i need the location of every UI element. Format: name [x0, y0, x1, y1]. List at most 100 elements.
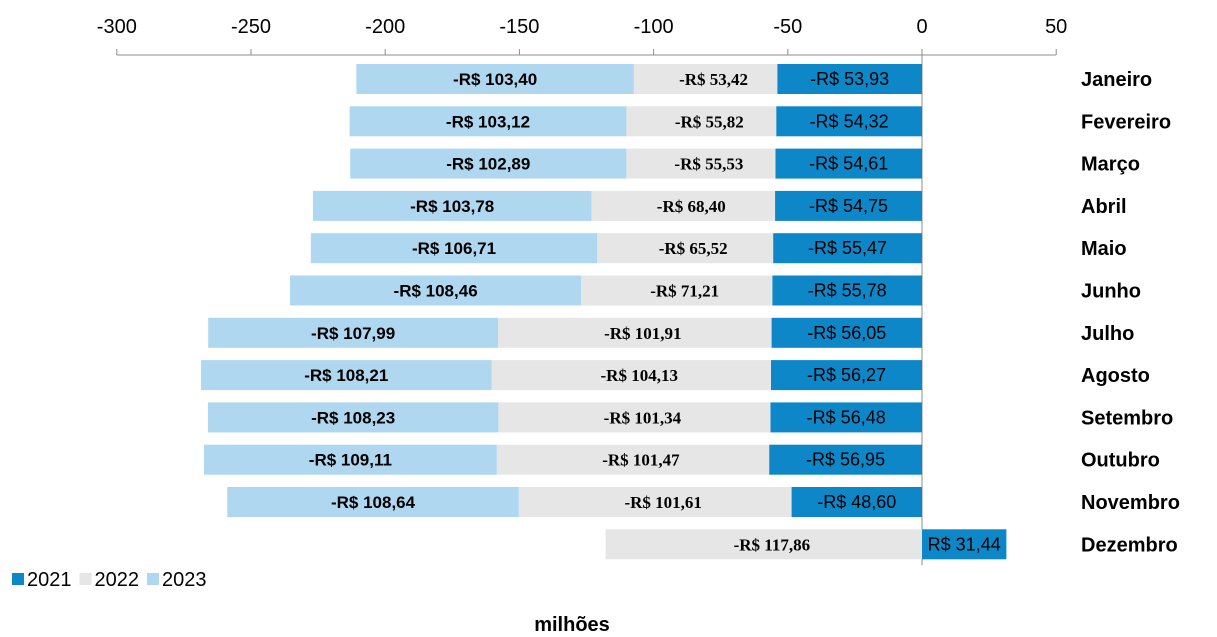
data-label-2021: R$ 31,44	[928, 534, 1001, 554]
data-label-2021: -R$ 53,93	[810, 69, 889, 89]
data-label-2022: -R$ 101,34	[604, 408, 682, 427]
bar-2023	[208, 317, 499, 348]
data-label-2022: -R$ 55,82	[675, 112, 744, 131]
data-label-2021: -R$ 54,32	[810, 111, 889, 131]
bar-2021	[775, 148, 922, 179]
legend-label-2022: 2022	[95, 569, 140, 591]
bar-2023	[349, 106, 627, 137]
bar-2021	[773, 233, 922, 264]
bar-2022	[597, 233, 774, 264]
bar-2022	[581, 275, 773, 306]
bar-2021	[771, 317, 922, 348]
bar-2021	[791, 487, 922, 517]
bar-2022	[633, 64, 778, 94]
category-label: Setembro	[1081, 407, 1173, 429]
data-label-2021: -R$ 56,95	[806, 450, 885, 470]
x-tick-label: -100	[634, 16, 674, 38]
bar-2022	[496, 444, 770, 475]
x-tick-label: -150	[499, 16, 539, 38]
category-label: Julho	[1081, 323, 1134, 345]
legend-label-2021: 2021	[27, 569, 72, 591]
bar-2022	[491, 360, 771, 391]
category-label: Fevereiro	[1081, 111, 1171, 133]
x-tick-label: 0	[916, 16, 927, 38]
x-tick-label: 50	[1045, 16, 1067, 38]
category-label: Outubro	[1081, 450, 1160, 472]
bar-2022	[626, 148, 776, 179]
bar-2023	[207, 402, 499, 433]
legend-swatch-2023	[147, 573, 159, 585]
category-label: Abril	[1081, 196, 1127, 218]
bar-2023	[227, 487, 519, 517]
data-label-2021: -R$ 55,47	[808, 238, 887, 258]
bar-2021	[770, 360, 922, 391]
data-label-2023: -R$ 103,78	[410, 197, 494, 216]
bar-2022	[605, 529, 922, 560]
bars	[201, 64, 1007, 560]
data-label-2023: -R$ 102,89	[446, 155, 530, 174]
data-label-2021: -R$ 48,60	[817, 492, 896, 512]
x-tick-label: -200	[365, 16, 405, 38]
category-label: Agosto	[1081, 365, 1150, 387]
data-label-2023: -R$ 103,40	[453, 70, 537, 89]
bar-2021	[776, 106, 922, 137]
bar-2021	[777, 64, 922, 94]
data-labels: -R$ 53,93 -R$ 53,42 -R$ 103,40 -R$ 54,32 -R$…	[304, 69, 1001, 554]
bar-2021	[772, 275, 922, 306]
bar-2021	[775, 190, 922, 221]
x-tick-label: -300	[97, 16, 137, 38]
data-label-2022: -R$ 71,21	[650, 282, 719, 301]
category-label: Maio	[1081, 238, 1127, 260]
data-label-2022: -R$ 101,61	[624, 493, 701, 512]
data-label-2022: -R$ 65,52	[659, 239, 728, 258]
data-label-2023: -R$ 108,23	[311, 408, 395, 427]
bar-2022	[591, 190, 776, 221]
data-label-2021: -R$ 56,05	[807, 323, 886, 343]
data-label-2022: -R$ 117,86	[734, 535, 811, 554]
category-label: Junho	[1081, 281, 1141, 303]
data-label-2021: -R$ 56,48	[807, 407, 886, 427]
data-label-2022: -R$ 101,91	[604, 324, 681, 343]
x-axis-title: milhões	[534, 614, 610, 636]
bar-2022	[498, 317, 772, 348]
data-label-2022: -R$ 55,53	[674, 155, 743, 174]
category-label: Dezembro	[1081, 534, 1178, 556]
data-label-2021: -R$ 54,75	[809, 196, 888, 216]
bar-2023	[203, 444, 497, 475]
data-label-2023: -R$ 106,71	[412, 239, 496, 258]
category-label: Novembro	[1081, 492, 1180, 514]
bar-2021	[770, 402, 922, 433]
x-tick-label: -250	[231, 16, 271, 38]
data-label-2023: -R$ 108,46	[394, 282, 478, 301]
legend: 2021 2022 2023	[12, 569, 207, 591]
legend-swatch-2022	[79, 573, 92, 585]
bar-2023	[350, 148, 627, 179]
bar-2021	[769, 444, 922, 475]
data-label-2023: -R$ 107,99	[311, 324, 395, 343]
data-label-2023: -R$ 108,64	[331, 493, 416, 512]
data-label-2022: -R$ 104,13	[601, 366, 678, 385]
category-label: Janeiro	[1081, 69, 1152, 91]
data-label-2021: -R$ 55,78	[808, 281, 887, 301]
data-label-2023: -R$ 109,11	[309, 451, 392, 470]
data-label-2022: -R$ 101,47	[602, 451, 680, 470]
data-label-2021: -R$ 56,27	[807, 365, 886, 385]
category-labels: Janeiro Fevereiro Março Abril Maio Junho Julho…	[1081, 69, 1180, 556]
data-label-2021: -R$ 54,61	[809, 154, 888, 174]
bar-2023	[356, 64, 634, 94]
x-tick-label: -50	[773, 16, 802, 38]
bar-2023	[310, 233, 598, 264]
data-label-2022: -R$ 53,42	[679, 70, 748, 89]
bar-2023	[201, 360, 492, 391]
bar-2023	[290, 275, 582, 306]
x-axis: -300 -250 -200 -150 -100 -50 0 50	[97, 16, 1067, 566]
bar-2022	[498, 402, 771, 433]
category-label: Março	[1081, 154, 1140, 176]
bar-2022	[518, 487, 792, 517]
bar-2021	[922, 529, 1007, 560]
bar-2023	[312, 190, 592, 221]
data-label-2022: -R$ 68,40	[657, 197, 726, 216]
data-label-2023: -R$ 108,21	[304, 366, 388, 385]
legend-swatch-2021	[12, 573, 24, 585]
